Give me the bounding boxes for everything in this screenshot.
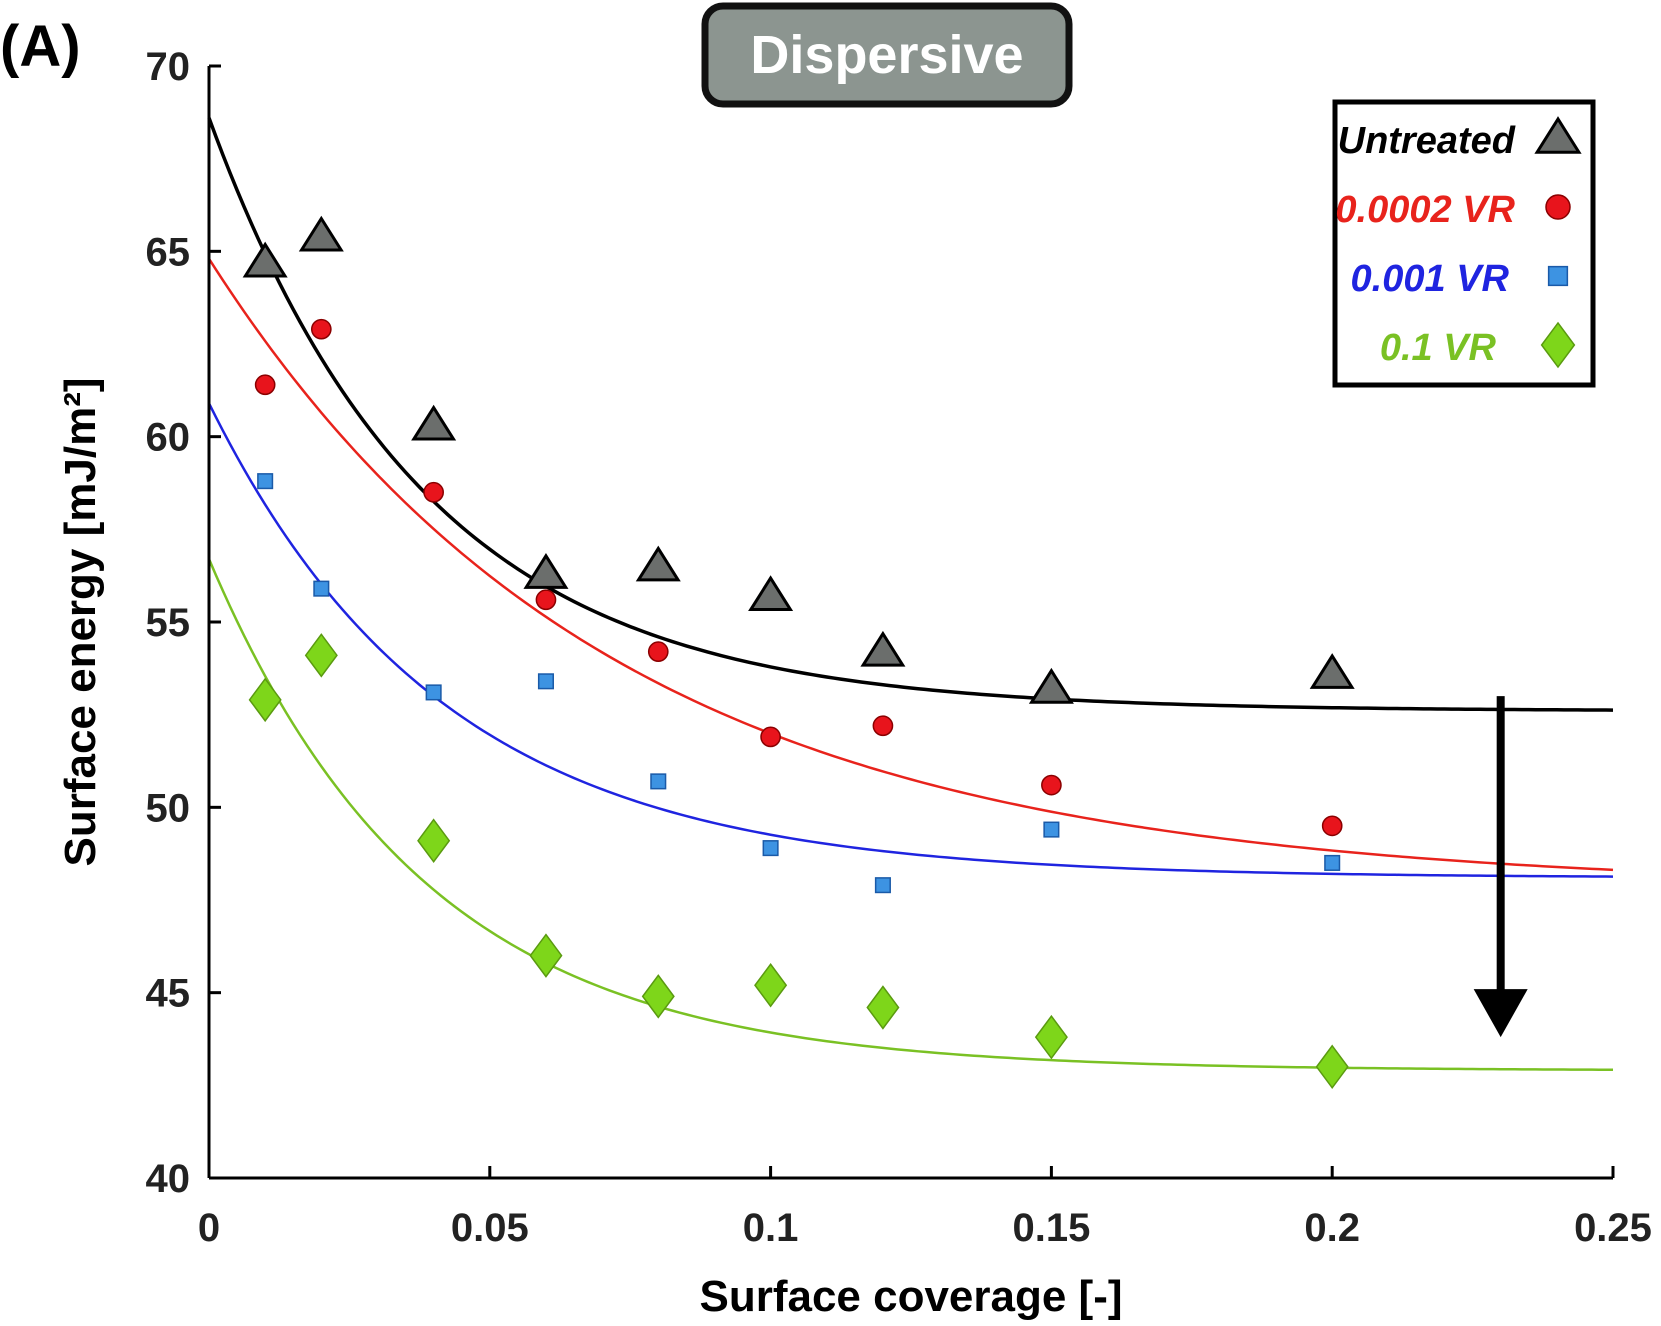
legend-label-3: 0.1 VR [1380, 327, 1497, 369]
data-point-s3-6 [866, 985, 900, 1030]
data-point-s0-8 [1309, 653, 1355, 689]
x-tick-label: 0.25 [1574, 1206, 1652, 1250]
fit-curve-3 [207, 558, 1614, 1071]
data-point-s0-0 [242, 241, 288, 278]
data-point-s2-7 [1043, 821, 1060, 838]
legend-marker-2 [1547, 265, 1569, 287]
data-point-s3-8 [1315, 1044, 1349, 1090]
x-tick-label: 0.1 [743, 1206, 799, 1250]
data-point-s0-6 [860, 630, 906, 667]
data-point-s2-1 [313, 580, 330, 597]
data-point-s2-0 [257, 473, 274, 490]
data-point-s3-7 [1034, 1014, 1068, 1060]
data-point-s3-0 [248, 677, 282, 723]
x-tick-label: 0.05 [451, 1206, 529, 1250]
y-ticks: 40 45 50 55 60 65 70 [146, 45, 221, 1201]
fit-curve-0 [207, 117, 1614, 712]
data-point-s1-3 [535, 589, 557, 611]
data-point-s2-4 [650, 773, 667, 790]
data-point-s2-6 [874, 877, 891, 894]
x-ticks: 0 0.05 0.1 0.15 0.2 0.25 [198, 1166, 1652, 1250]
legend-marker-3 [1540, 321, 1576, 369]
data-markers [242, 215, 1355, 1090]
y-tick-label: 70 [146, 45, 191, 89]
data-point-s0-2 [411, 404, 457, 441]
y-tick-label: 60 [146, 416, 191, 460]
data-point-s3-3 [529, 933, 563, 978]
chart-title-box: Dispersive [701, 2, 1073, 108]
fit-curve-1 [207, 258, 1614, 872]
data-point-s1-1 [310, 318, 332, 340]
chart-title: Dispersive [750, 25, 1023, 85]
legend-label-1: 0.0002 VR [1335, 189, 1515, 231]
arrow-head [1473, 989, 1528, 1038]
data-point-s2-5 [762, 840, 779, 857]
x-axis-title: Surface coverage [-] [699, 1272, 1122, 1321]
y-tick-label: 65 [146, 230, 191, 274]
data-point-s0-3 [523, 552, 569, 589]
data-point-s3-4 [641, 974, 675, 1019]
chart-title-background [701, 2, 1073, 108]
y-axis-title: Surface energy [mJ/m²] [56, 377, 105, 866]
data-point-s1-0 [254, 374, 276, 396]
y-tick-label: 40 [146, 1157, 191, 1201]
data-point-s2-8 [1324, 854, 1341, 871]
data-point-s1-2 [423, 481, 444, 503]
data-point-s2-2 [425, 684, 442, 701]
data-point-s0-7 [1028, 667, 1074, 704]
y-tick-label: 50 [146, 786, 191, 830]
data-point-s2-3 [537, 673, 554, 690]
x-tick-label: 0 [198, 1206, 220, 1250]
data-point-s1-8 [1321, 815, 1343, 837]
y-tick-label: 45 [146, 972, 191, 1016]
data-point-s3-5 [754, 962, 788, 1008]
data-point-s0-1 [298, 215, 344, 252]
legend-marker-0 [1534, 116, 1582, 154]
legend-marker-1 [1545, 194, 1571, 220]
x-tick-label: 0.15 [1012, 1206, 1090, 1250]
fit-curve-2 [207, 402, 1614, 878]
data-point-s3-1 [304, 633, 338, 678]
x-tick-label: 0.2 [1304, 1206, 1360, 1250]
fit-curves [207, 117, 1614, 1071]
panel-label: (A) [0, 14, 81, 79]
legend: Untreated 0.0002 VR 0.001 VR 0.1 VR [1332, 99, 1596, 388]
y-tick-label: 55 [146, 601, 191, 645]
data-point-s0-4 [635, 545, 681, 582]
data-point-s1-6 [872, 715, 894, 737]
data-point-s0-5 [748, 575, 794, 612]
trend-arrow [1473, 696, 1528, 1038]
data-point-s3-2 [417, 818, 451, 863]
data-point-s1-7 [1041, 774, 1062, 796]
legend-label-0: Untreated [1338, 120, 1516, 162]
data-point-s1-5 [760, 726, 781, 748]
data-point-s1-4 [647, 641, 669, 663]
legend-label-2: 0.001 VR [1351, 258, 1510, 300]
